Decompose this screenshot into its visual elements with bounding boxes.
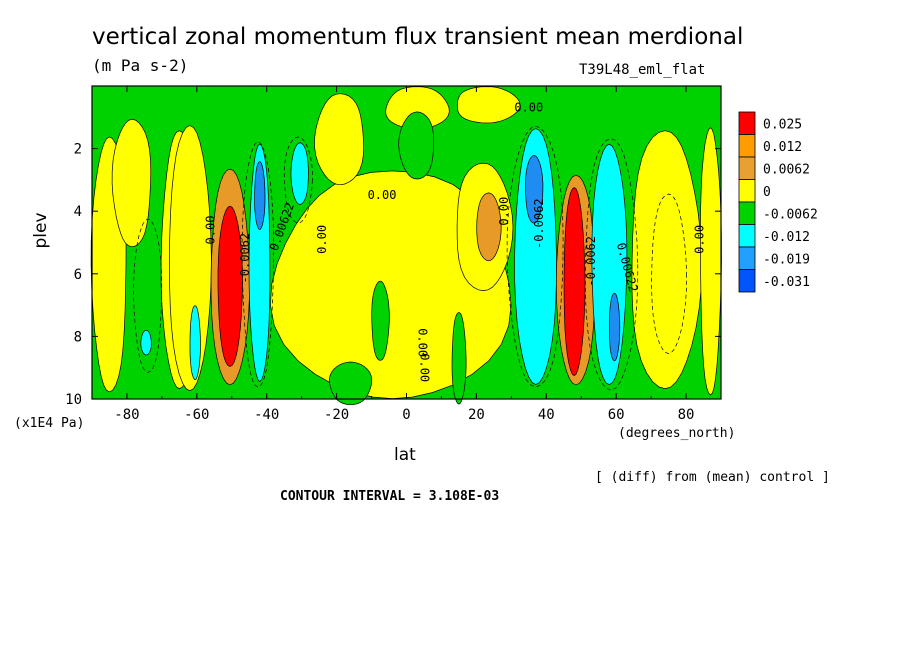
colorbar-swatch (738, 111, 756, 135)
region-sh-positive-core (217, 205, 243, 367)
diff-note: [ (diff) from (mean) control ] (595, 470, 830, 485)
region-sh-negative-patch-2 (140, 329, 152, 356)
x-tick-label: 0 (402, 407, 410, 423)
x-tick-label: 80 (678, 407, 695, 423)
x-tick-label: -20 (324, 407, 349, 423)
contour-label: -0.0062 (238, 233, 252, 284)
y-axis-label: plev (31, 212, 51, 248)
y-tick-label: 2 (74, 142, 82, 158)
region-nh-negative-core-2 (608, 292, 621, 362)
y-tick-label: 8 (74, 329, 82, 345)
region-sh-positive-band (169, 125, 212, 392)
green-patch-1 (371, 280, 390, 361)
colorbar-label: 0.012 (763, 140, 802, 155)
colorbar-swatch (738, 224, 756, 248)
contour-neg-sh-1 (241, 141, 275, 388)
region-nh-negative-core (525, 155, 544, 224)
chart-title: vertical zonal momentum flux transient m… (92, 24, 744, 50)
contour-label: 0.00 (203, 216, 217, 245)
yellow-region-south-upper (111, 118, 152, 248)
colorbar-label: -0.019 (763, 252, 810, 267)
contour-label: 0.00 (315, 225, 329, 254)
contour-label: -0.0062 (532, 198, 546, 249)
region-sh-negative-core (254, 161, 266, 230)
contour-label: 0.00 (416, 328, 430, 357)
contour-neg-nh-1 (506, 125, 564, 388)
yellow-region-nh-high (631, 130, 703, 390)
contour-neg-sh-2 (284, 136, 313, 224)
x-axis-units: (degrees_north) (618, 426, 736, 441)
region-nh-positive-band (476, 192, 502, 262)
colorbar-label: 0.025 (763, 117, 802, 132)
y-axis-units: (x1E4 Pa) (14, 416, 85, 431)
x-tick-label: 40 (538, 407, 555, 423)
yellow-region-far-north (700, 127, 722, 396)
region-nh-negative-band (514, 128, 557, 385)
colorbar-swatch (738, 246, 756, 270)
run-name-label: T39L48_eml_flat (579, 62, 706, 78)
region-nh-positive-core (563, 187, 586, 377)
yellow-region-sh-upper (314, 93, 365, 186)
green-patch-2 (451, 312, 467, 405)
colorbar-swatch (738, 201, 756, 225)
colorbar-label: 0.0062 (763, 162, 810, 177)
yellow-region-nh-top (456, 86, 521, 124)
region-sh-negative-patch (189, 305, 201, 381)
x-tick-label: -40 (254, 407, 279, 423)
contour-interval-label: CONTOUR INTERVAL = 3.108E-03 (280, 489, 500, 504)
contour-neg-nh-3 (651, 193, 687, 354)
green-patch-3 (398, 111, 435, 180)
y-tick-label: 6 (74, 267, 82, 283)
yellow-region-top-center (385, 86, 450, 130)
colorbar-label: -0.012 (763, 230, 810, 245)
colorbar-swatch (738, 269, 756, 293)
contour-label: 0.00 (693, 225, 707, 254)
contour-label: -0.0062 (584, 236, 598, 287)
green-patch-4 (329, 361, 373, 406)
colorbar-label: 0 (763, 185, 771, 200)
y-tick-label: 10 (65, 392, 82, 408)
x-tick-label: -60 (184, 407, 209, 423)
x-tick-label: 60 (608, 407, 625, 423)
region-sh-negative-band-2 (290, 142, 309, 205)
y-tick-label: 4 (74, 204, 82, 220)
chart-units-subtitle: (m Pa s-2) (92, 56, 189, 75)
contour-label: 0.00 (497, 197, 511, 226)
colorbar-swatch (738, 134, 756, 158)
contour-label: 0.00 (368, 188, 397, 202)
contour-label: 0.00 (514, 100, 543, 114)
contour-label: 0.00 (417, 353, 431, 382)
colorbar-swatch (738, 156, 756, 180)
colorbar-label: -0.0062 (763, 207, 818, 222)
contour-neg-sh-3 (133, 218, 163, 373)
x-tick-label: -80 (114, 407, 139, 423)
colorbar-label: -0.031 (763, 275, 810, 290)
x-tick-label: 20 (468, 407, 485, 423)
colorbar-swatch (738, 179, 756, 203)
x-axis-label: lat (394, 445, 416, 465)
